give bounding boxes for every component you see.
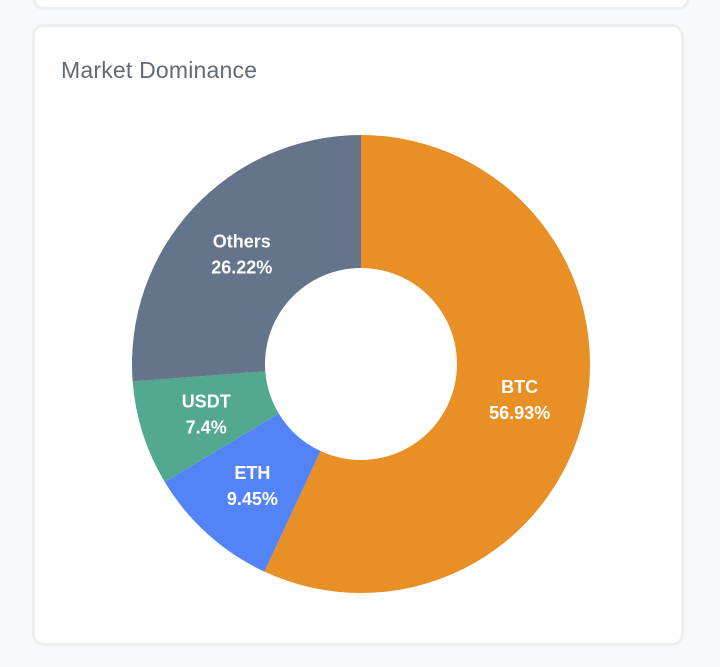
slice-label-usdt: USDT	[182, 391, 231, 411]
slice-label-btc: BTC	[501, 377, 538, 397]
slice-usdt[interactable]	[132, 371, 279, 483]
slice-label-others: Others	[213, 232, 271, 252]
slice-value-others: 26.22%	[211, 258, 272, 278]
slice-others[interactable]	[132, 135, 361, 382]
card-title: Market Dominance	[61, 57, 258, 83]
slice-value-btc: 56.93%	[489, 403, 550, 423]
slice-value-usdt: 7.4%	[186, 417, 227, 437]
slice-btc[interactable]	[264, 135, 591, 593]
slice-value-eth: 9.45%	[227, 489, 278, 509]
slice-label-eth: ETH	[234, 463, 270, 483]
slice-eth[interactable]	[164, 413, 321, 572]
